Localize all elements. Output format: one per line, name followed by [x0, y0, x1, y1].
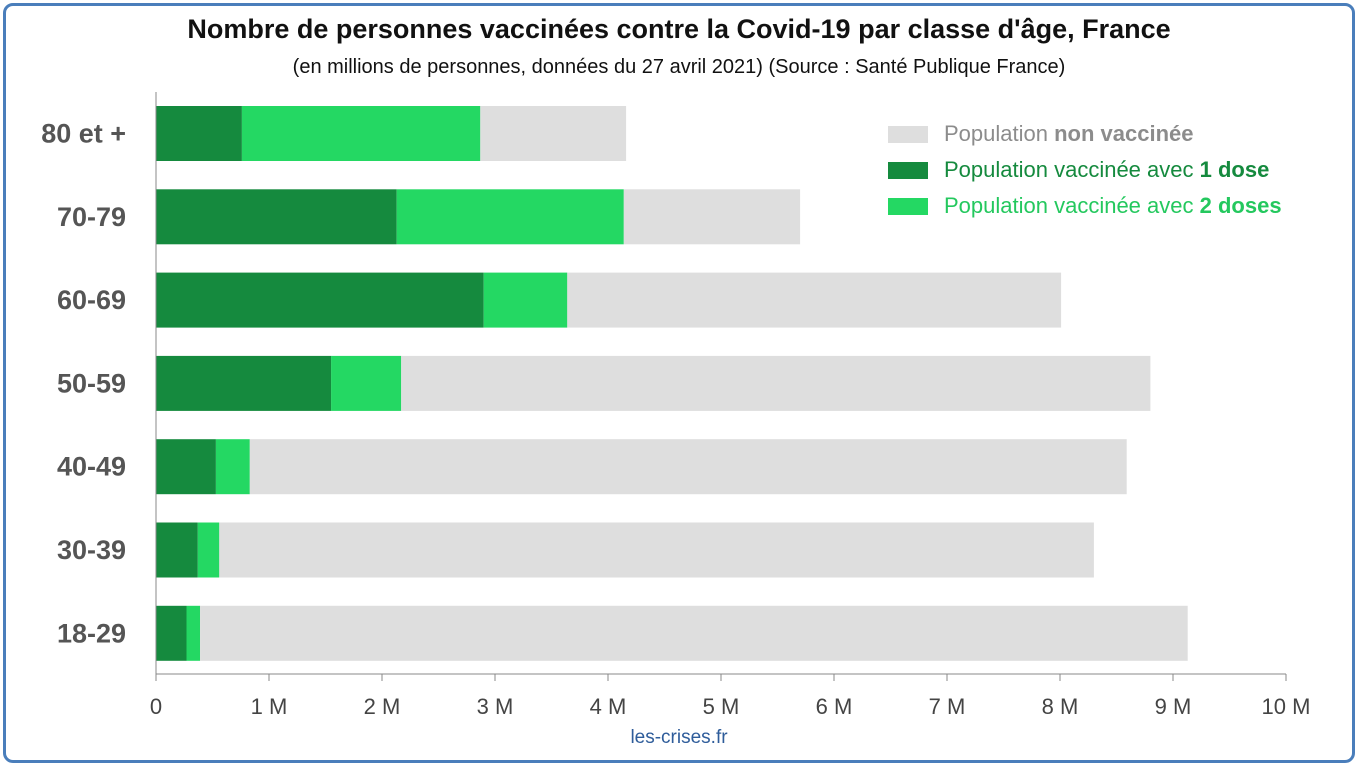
- category-label: 18-29: [57, 618, 126, 648]
- x-tick-label: 9 M: [1155, 694, 1192, 719]
- bar-unvaccinated: [480, 106, 627, 161]
- legend-swatch-two-doses: [888, 197, 928, 215]
- bar-two-doses: [483, 272, 568, 328]
- bar-two-doses: [241, 106, 481, 161]
- bar-unvaccinated: [567, 272, 1062, 328]
- chart-title: Nombre de personnes vaccinées contre la …: [187, 14, 1171, 44]
- bar-unvaccinated: [623, 189, 801, 245]
- legend-label-one-dose: Population vaccinée avec 1 dose: [944, 157, 1270, 182]
- x-tick-label: 4 M: [590, 694, 627, 719]
- bar-unvaccinated: [401, 355, 1151, 411]
- legend-swatch-one-dose: [888, 161, 928, 179]
- bar-two-doses: [215, 439, 250, 495]
- bar-two-doses: [197, 522, 220, 578]
- bar-one-dose: [156, 522, 198, 578]
- x-tick-label: 1 M: [251, 694, 288, 719]
- chart-subtitle: (en millions de personnes, données du 27…: [292, 56, 1066, 78]
- bar-one-dose: [156, 189, 397, 245]
- bar-one-dose: [156, 106, 242, 161]
- x-tick-label: 5 M: [703, 694, 740, 719]
- chart-legend: Population non vaccinée Population vacci…: [888, 116, 1282, 224]
- x-tick-label: 10 M: [1262, 694, 1311, 719]
- x-tick-label: 7 M: [929, 694, 966, 719]
- bar-one-dose: [156, 439, 216, 495]
- bar-unvaccinated: [249, 439, 1127, 495]
- x-tick-label: 8 M: [1042, 694, 1079, 719]
- legend-item-two-doses: Population vaccinée avec 2 doses: [888, 188, 1282, 224]
- bar-two-doses: [331, 355, 402, 411]
- bar-two-doses: [186, 605, 201, 661]
- x-tick-label: 2 M: [364, 694, 401, 719]
- bar-one-dose: [156, 272, 484, 328]
- category-label: 50-59: [57, 368, 126, 398]
- category-label: 30-39: [57, 535, 126, 565]
- category-label: 40-49: [57, 452, 126, 482]
- bar-unvaccinated: [219, 522, 1094, 578]
- legend-item-unvaccinated: Population non vaccinée: [888, 116, 1282, 152]
- category-label: 80 et +: [41, 119, 126, 149]
- bar-one-dose: [156, 355, 332, 411]
- x-tick-label: 0: [150, 694, 162, 719]
- x-tick-label: 6 M: [816, 694, 853, 719]
- x-tick-label: 3 M: [477, 694, 514, 719]
- category-label: 60-69: [57, 285, 126, 315]
- category-label: 70-79: [57, 202, 126, 232]
- bar-unvaccinated: [200, 605, 1188, 661]
- legend-label-unvaccinated: Population non vaccinée: [944, 121, 1194, 146]
- legend-label-two-doses: Population vaccinée avec 2 doses: [944, 193, 1282, 218]
- legend-item-one-dose: Population vaccinée avec 1 dose: [888, 152, 1282, 188]
- bar-two-doses: [396, 189, 624, 245]
- bar-one-dose: [156, 605, 187, 661]
- source-credit: les-crises.fr: [630, 727, 728, 748]
- legend-swatch-unvaccinated: [888, 125, 928, 143]
